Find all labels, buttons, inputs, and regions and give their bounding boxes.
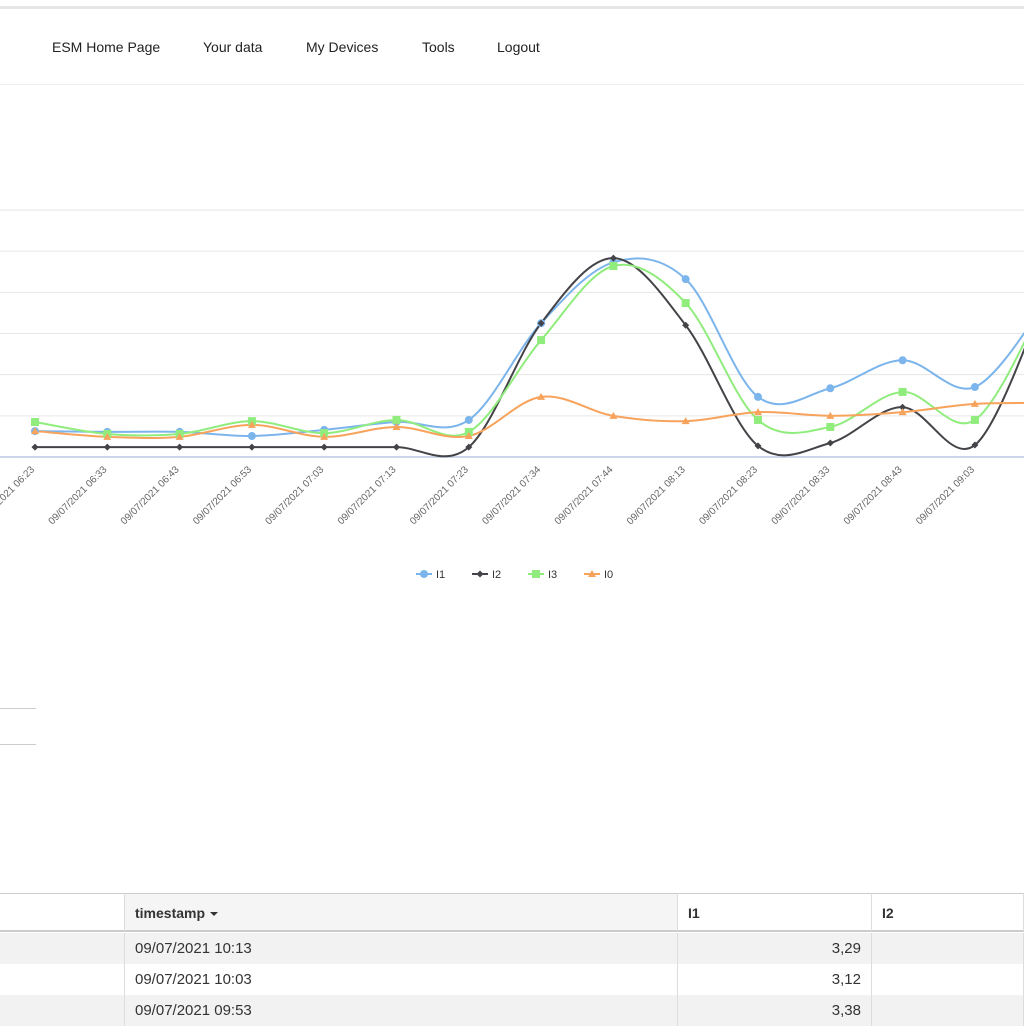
x-tick-label: 09/07/2021 08:43 xyxy=(842,464,905,527)
table-cell: 09/07/2021 10:03 xyxy=(125,964,678,995)
header-cell[interactable]: I1 xyxy=(678,893,872,932)
top-border xyxy=(0,6,1024,9)
point xyxy=(392,415,401,424)
legend-label: I0 xyxy=(604,569,613,581)
point xyxy=(826,411,835,419)
nav-bar: ESM Home Page Your data My Devices Tools… xyxy=(0,0,1024,85)
point xyxy=(754,415,762,424)
nav-link[interactable]: Your data xyxy=(203,39,263,55)
series-line xyxy=(34,257,1024,438)
table-cell: 09/07/2021 10:13 xyxy=(125,933,678,964)
point xyxy=(176,443,184,451)
sort-icon xyxy=(209,912,218,916)
point xyxy=(971,441,979,449)
table-cell xyxy=(872,933,1024,964)
point xyxy=(248,443,256,451)
x-tick-label: 09/07/2021 08:13 xyxy=(625,464,688,527)
point xyxy=(899,403,907,411)
point xyxy=(681,299,690,308)
point xyxy=(537,336,546,345)
point xyxy=(31,418,39,427)
x-tick-label: 09/07/2021 07:44 xyxy=(553,464,616,527)
table-cell: 3,29 xyxy=(678,933,872,964)
point xyxy=(465,443,473,451)
point xyxy=(826,439,834,447)
point xyxy=(826,422,835,431)
table-cell xyxy=(0,933,125,964)
nav-link[interactable]: ESM Home Page xyxy=(52,39,161,55)
point xyxy=(320,443,328,451)
point xyxy=(31,443,39,451)
header-cell xyxy=(0,893,125,932)
x-tick-label: 09/07/2021 08:33 xyxy=(770,464,833,527)
x-tick-label: 09/07/2021 06:33 xyxy=(47,464,110,527)
point xyxy=(609,261,618,270)
point xyxy=(320,432,329,440)
x-tick-label: 09/07/2021 07:13 xyxy=(336,464,399,527)
point xyxy=(609,411,618,419)
point xyxy=(754,408,762,416)
table-cell: 3,38 xyxy=(678,995,872,1026)
point xyxy=(464,432,473,440)
header-cell[interactable]: I2 xyxy=(872,893,1024,932)
point xyxy=(970,399,979,407)
point xyxy=(970,383,979,392)
point xyxy=(247,420,256,428)
table-cell xyxy=(0,995,125,1026)
legend-label: I3 xyxy=(548,569,557,581)
nav-link[interactable]: Tools xyxy=(422,39,455,55)
point xyxy=(682,321,690,329)
point xyxy=(826,384,835,393)
point xyxy=(898,356,907,365)
point xyxy=(898,408,907,416)
x-tick-label: 09/07/2021 06:53 xyxy=(191,464,254,527)
series-line xyxy=(34,257,1024,458)
legend-symbol xyxy=(420,570,428,578)
point xyxy=(464,415,473,424)
nav-link[interactable]: Logout xyxy=(497,39,540,55)
legend-label: I2 xyxy=(492,569,501,581)
point xyxy=(31,427,39,435)
point xyxy=(392,422,401,430)
point xyxy=(754,392,762,401)
table-cell: 3,12 xyxy=(678,964,872,995)
point xyxy=(103,432,112,440)
point xyxy=(175,432,184,440)
point xyxy=(537,392,546,400)
header-text: timestamp xyxy=(135,905,206,921)
point xyxy=(537,319,545,327)
x-tick-label: 09/07/2021 09:03 xyxy=(914,464,977,527)
nav-link[interactable]: My Devices xyxy=(306,39,379,55)
table-cell xyxy=(872,995,1024,1026)
x-tick-label: 09/07/2021 07:23 xyxy=(408,464,471,527)
point xyxy=(898,387,907,396)
legend-symbol xyxy=(476,570,484,578)
header-cell[interactable]: timestamp xyxy=(125,893,678,932)
series-line xyxy=(34,263,1024,437)
table-cell xyxy=(872,964,1024,995)
x-tick-label: 09/07/2021 06:23 xyxy=(0,464,37,527)
table-cell xyxy=(0,964,125,995)
point xyxy=(681,417,690,425)
legend-label: I1 xyxy=(436,569,445,581)
legend-symbol xyxy=(588,570,596,577)
x-tick-label: 09/07/2021 08:23 xyxy=(697,464,760,527)
point xyxy=(681,275,690,284)
point xyxy=(103,443,111,451)
point xyxy=(464,427,473,436)
x-tick-label: 09/07/2021 06:43 xyxy=(119,464,182,527)
legend-symbol xyxy=(532,570,540,578)
x-tick-label: 09/07/2021 07:03 xyxy=(263,464,326,527)
point xyxy=(247,432,256,441)
divider xyxy=(0,708,36,709)
point xyxy=(393,443,400,451)
table-cell: 09/07/2021 09:53 xyxy=(125,995,678,1026)
point xyxy=(754,442,762,450)
point xyxy=(609,254,617,262)
divider xyxy=(0,744,36,745)
x-tick-label: 09/07/2021 07:34 xyxy=(480,464,543,527)
point xyxy=(970,415,979,424)
